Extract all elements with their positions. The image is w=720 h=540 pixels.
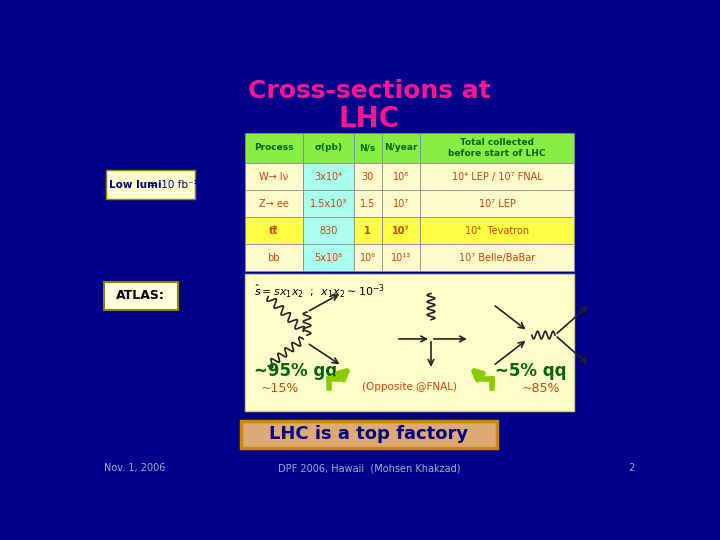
Bar (354, 164, 382, 190)
Text: = 10 fb⁻¹/y: = 10 fb⁻¹/y (145, 179, 207, 190)
Bar (302, 190, 354, 217)
Text: bb: bb (268, 253, 280, 262)
Text: ~85%: ~85% (522, 382, 560, 395)
Bar (245, 244, 302, 271)
Bar (302, 164, 354, 190)
Text: 1: 1 (364, 226, 371, 236)
Text: 2: 2 (628, 463, 634, 473)
Text: Process: Process (254, 144, 294, 152)
Bar (245, 164, 302, 190)
Bar (382, 190, 420, 217)
Text: DPF 2006, Hawaii  (Mohsen Khakzad): DPF 2006, Hawaii (Mohsen Khakzad) (278, 463, 460, 473)
Bar (106, 171, 194, 199)
Bar (420, 244, 575, 271)
Bar (420, 164, 575, 190)
Text: Z→ ee: Z→ ee (259, 199, 289, 209)
Bar (382, 244, 420, 271)
Text: LHC: LHC (338, 105, 400, 133)
Bar (302, 244, 354, 271)
Bar (420, 132, 575, 164)
Text: 10⁷ LEP: 10⁷ LEP (479, 199, 516, 209)
Text: ATLAS:: ATLAS: (117, 289, 165, 302)
Text: (Opposite @FNAL): (Opposite @FNAL) (362, 382, 457, 392)
Text: Nov. 1, 2006: Nov. 1, 2006 (104, 463, 166, 473)
Text: Cross-sections at: Cross-sections at (248, 79, 490, 103)
Text: 3x10⁴: 3x10⁴ (314, 172, 342, 182)
Text: 10⁷: 10⁷ (392, 226, 410, 236)
Bar (354, 132, 382, 164)
Bar (302, 217, 354, 244)
Text: $\hat{s} = sx_1x_2$  ;  $x_1x_2 \sim 10^{-3}$: $\hat{s} = sx_1x_2$ ; $x_1x_2 \sim 10^{-… (254, 282, 385, 300)
Bar (104, 282, 178, 309)
Bar (245, 217, 302, 244)
Text: 1.5: 1.5 (360, 199, 375, 209)
Text: 1.5x10³: 1.5x10³ (310, 199, 347, 209)
Text: W→ lν: W→ lν (259, 172, 289, 182)
Text: 10¹³: 10¹³ (390, 253, 410, 262)
Bar (420, 190, 575, 217)
Bar (354, 244, 382, 271)
Bar (382, 164, 420, 190)
Text: 10⁷ Belle/BaBar: 10⁷ Belle/BaBar (459, 253, 535, 262)
Bar (354, 190, 382, 217)
Text: LHC is a top factory: LHC is a top factory (269, 426, 469, 443)
Bar (245, 132, 302, 164)
Bar (382, 217, 420, 244)
Text: 10⁶: 10⁶ (359, 253, 376, 262)
Text: 10⁷: 10⁷ (392, 199, 409, 209)
Bar (241, 421, 497, 448)
Text: σ(pb): σ(pb) (314, 144, 342, 152)
Text: 830: 830 (319, 226, 338, 236)
Text: 30: 30 (361, 172, 374, 182)
Bar (245, 274, 575, 411)
Bar (420, 217, 575, 244)
Text: ~5% qq: ~5% qq (495, 362, 567, 380)
Bar (382, 132, 420, 164)
Text: 5x10⁸: 5x10⁸ (314, 253, 342, 262)
Bar (245, 190, 302, 217)
Text: 10⁸: 10⁸ (392, 172, 409, 182)
Text: Low lumi: Low lumi (109, 179, 161, 190)
Text: N/year: N/year (384, 144, 418, 152)
Text: Total collected
before start of LHC: Total collected before start of LHC (449, 138, 546, 158)
Text: N/s: N/s (359, 144, 376, 152)
Text: ~15%: ~15% (261, 382, 299, 395)
Bar (302, 132, 354, 164)
Bar (354, 217, 382, 244)
Text: ~95% gg: ~95% gg (254, 362, 338, 380)
Text: 10⁴  Tevatron: 10⁴ Tevatron (465, 226, 529, 236)
Text: tt̅: tt̅ (269, 226, 279, 236)
Text: 10⁴ LEP / 10⁷ FNAL: 10⁴ LEP / 10⁷ FNAL (451, 172, 542, 182)
